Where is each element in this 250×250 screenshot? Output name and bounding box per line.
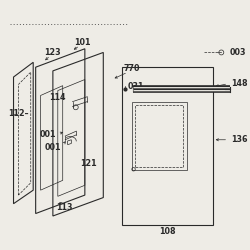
Text: 123: 123 xyxy=(44,48,61,57)
Text: 770: 770 xyxy=(123,64,140,73)
Text: 001: 001 xyxy=(40,130,56,139)
Text: 003: 003 xyxy=(229,48,246,57)
Text: 121: 121 xyxy=(80,158,97,168)
Text: 108: 108 xyxy=(159,227,176,236)
Text: 031–: 031– xyxy=(128,82,148,91)
Text: 113: 113 xyxy=(56,203,72,212)
Text: 112–: 112– xyxy=(8,110,28,118)
Text: 136: 136 xyxy=(231,135,247,144)
Text: 114: 114 xyxy=(50,94,66,102)
Text: 001: 001 xyxy=(44,143,61,152)
Text: 148: 148 xyxy=(231,79,247,88)
Text: 101: 101 xyxy=(74,38,91,47)
